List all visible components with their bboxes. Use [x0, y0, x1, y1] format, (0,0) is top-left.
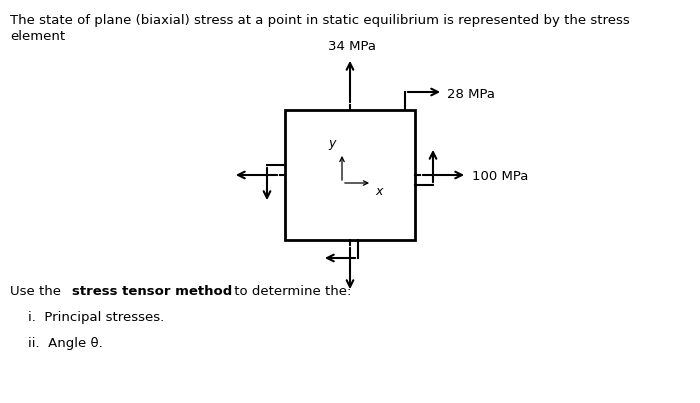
Text: y: y — [328, 137, 336, 150]
Text: stress tensor method: stress tensor method — [72, 285, 232, 298]
Text: ii.  Angle θ.: ii. Angle θ. — [28, 337, 103, 350]
Text: The state of plane (biaxial) stress at a point in static equilibrium is represen: The state of plane (biaxial) stress at a… — [10, 14, 630, 27]
Text: Use the: Use the — [10, 285, 65, 298]
Text: 28 MPa: 28 MPa — [447, 87, 495, 100]
Bar — [285, 110, 415, 240]
Text: 100 MPa: 100 MPa — [472, 170, 528, 183]
Text: to determine the:: to determine the: — [230, 285, 351, 298]
Text: i.  Principal stresses.: i. Principal stresses. — [28, 311, 164, 324]
Text: element: element — [10, 30, 65, 43]
Text: 34 MPa: 34 MPa — [328, 40, 376, 53]
Text: x: x — [375, 185, 382, 198]
